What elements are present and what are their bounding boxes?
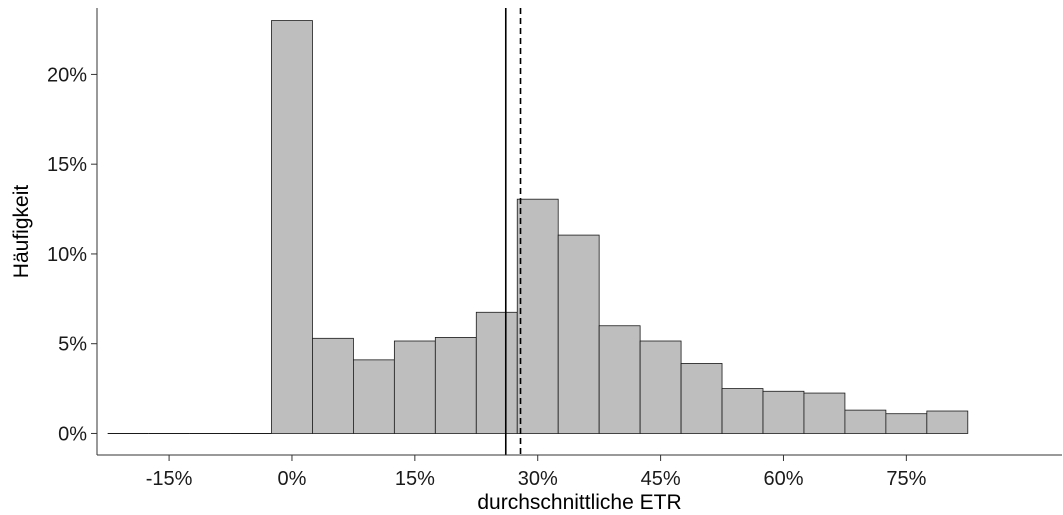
histogram-bar	[639, 340, 682, 434]
histogram-bar	[598, 325, 641, 434]
histogram-bar	[680, 363, 723, 434]
x-tick-label: 60%	[763, 468, 803, 490]
histogram-bar	[926, 410, 969, 434]
y-tick-label: 15%	[47, 154, 87, 176]
histogram-bar	[844, 409, 887, 434]
x-tick-label: 75%	[886, 468, 926, 490]
x-axis-title: durchschnittliche ETR	[477, 491, 681, 514]
histogram-bar	[312, 337, 354, 434]
histogram-bar	[353, 359, 395, 434]
histogram-bar	[271, 20, 313, 434]
y-tick-label: 5%	[58, 334, 87, 356]
histogram-bar	[762, 390, 805, 434]
x-tick-label: 45%	[641, 468, 681, 490]
x-tick-label: 15%	[395, 468, 435, 490]
histogram-bar	[721, 388, 764, 434]
x-tick-label: 0%	[278, 468, 307, 490]
histogram-bar	[475, 311, 518, 434]
y-tick-label: 0%	[58, 423, 87, 445]
histogram-bar	[516, 198, 559, 434]
y-axis-ticks: 0% 5% 10% 15% 20%	[47, 64, 97, 445]
histogram-bar	[434, 337, 477, 434]
y-tick-label: 10%	[47, 244, 87, 266]
x-axis-ticks: -15% 0% 15% 30% 45% 60% 75%	[146, 455, 927, 490]
histogram-bar	[393, 340, 436, 434]
histogram-bar	[885, 413, 928, 434]
x-tick-label: -15%	[146, 468, 193, 490]
histogram-bar	[803, 392, 846, 434]
reference-lines	[504, 8, 522, 455]
histogram-bars	[107, 20, 969, 434]
y-tick-label: 20%	[47, 64, 87, 86]
x-tick-label: 30%	[518, 468, 558, 490]
histogram-bar	[557, 234, 600, 434]
y-axis-title: Häufigkeit	[10, 185, 33, 279]
